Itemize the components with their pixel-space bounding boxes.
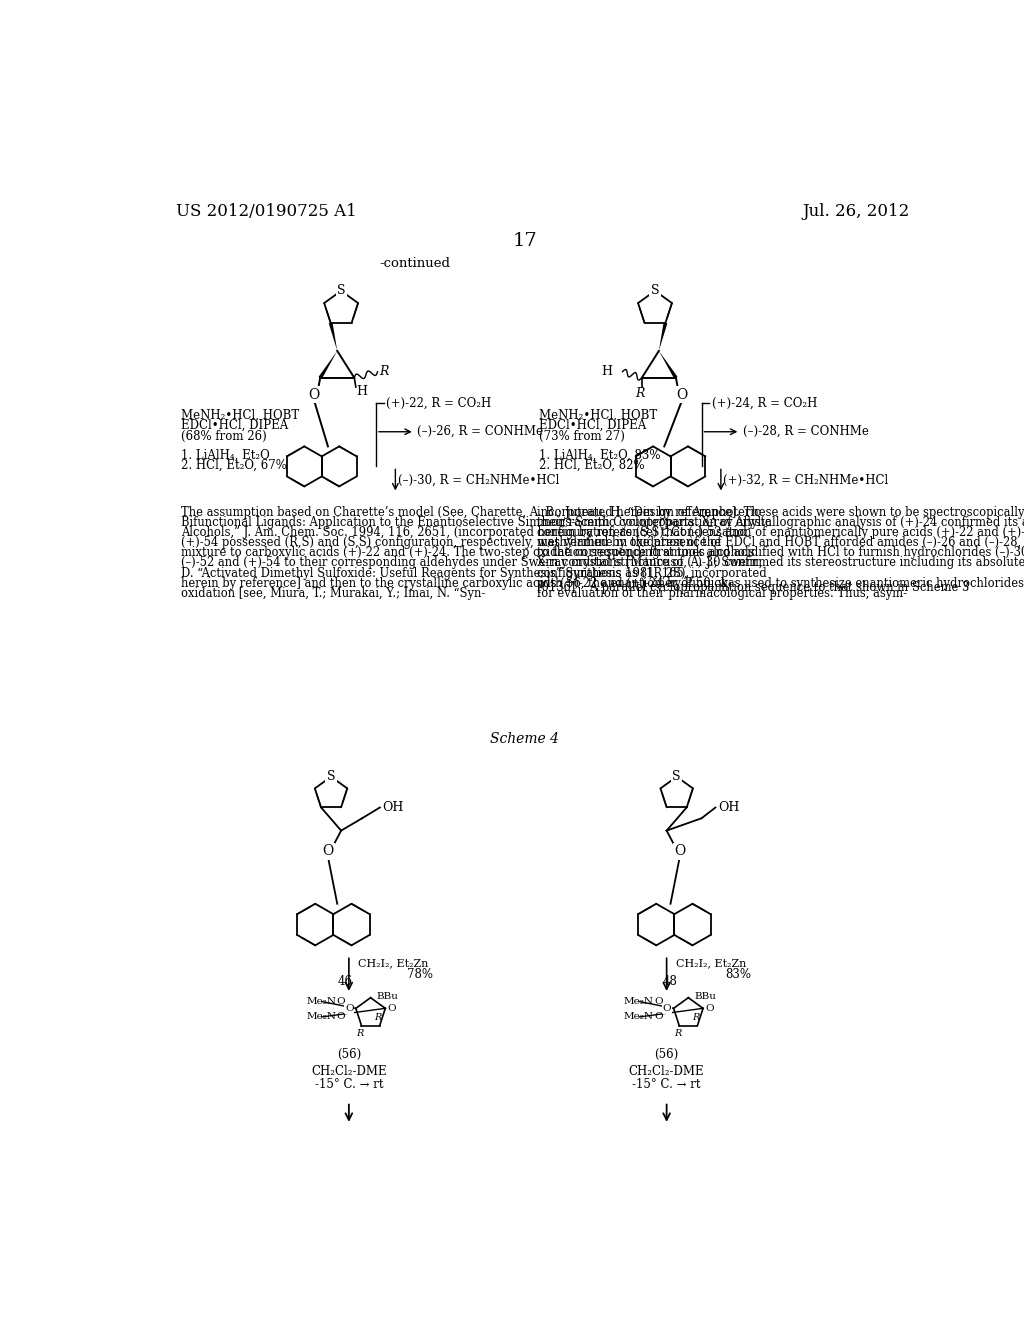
Text: OH: OH (718, 801, 739, 814)
Text: R: R (674, 1028, 681, 1038)
Text: (+)-24, R = CO₂H: (+)-24, R = CO₂H (712, 397, 817, 409)
Text: 78%: 78% (407, 968, 433, 981)
Text: S: S (673, 770, 681, 783)
Text: (+)-32, R = CH₂NHMe•HCl: (+)-32, R = CH₂NHMe•HCl (723, 474, 889, 487)
Text: O: O (654, 997, 664, 1006)
Text: O: O (674, 845, 685, 858)
Text: 48: 48 (664, 974, 678, 987)
Text: O: O (337, 1012, 345, 1022)
Text: configurations as (1R,2S).
[0136]    A parallel cyclopropanation sequence to tha: configurations as (1R,2S). [0136] A para… (538, 566, 970, 594)
Text: 1. LiAlH₄, Et₂O: 1. LiAlH₄, Et₂O (180, 449, 269, 462)
Text: H: H (356, 385, 368, 399)
Text: oxidation [see, Miura, T.; Murakai, Y.; Imai, N. “Syn-: oxidation [see, Miura, T.; Murakai, Y.; … (180, 586, 485, 599)
Text: (68% from 26): (68% from 26) (180, 430, 266, 444)
Text: R: R (375, 1014, 382, 1023)
Text: Bifunctional Ligands: Application to the Enantioselective Simmons-Smith Cyclopro: Bifunctional Ligands: Application to the… (180, 516, 771, 529)
Text: OH: OH (382, 801, 403, 814)
Text: (+)-22, R = CO₂H: (+)-22, R = CO₂H (386, 397, 492, 409)
Text: -continued: -continued (379, 257, 451, 271)
Text: S: S (650, 284, 659, 297)
Text: S: S (327, 770, 335, 783)
Text: EDCl•HCl, DIPEA: EDCl•HCl, DIPEA (180, 418, 288, 432)
Text: D. “Activated Dimethyl Sulfoxide: Useful Reagents for Synthesis” Synthesis 1981,: D. “Activated Dimethyl Sulfoxide: Useful… (180, 566, 766, 579)
Text: -15° C. → rt: -15° C. → rt (633, 1077, 700, 1090)
Text: Scheme 4: Scheme 4 (490, 733, 559, 746)
Text: CH₂I₂, Et₂Zn: CH₂I₂, Et₂Zn (676, 958, 746, 968)
Text: R: R (636, 387, 645, 400)
Text: O: O (677, 388, 688, 401)
Text: for evaluation of their pharmacological properties. Thus, asym-: for evaluation of their pharmacological … (538, 586, 907, 599)
Text: Jul. 26, 2012: Jul. 26, 2012 (802, 203, 909, 220)
Text: Me₂N: Me₂N (624, 997, 654, 1006)
Text: to the corresponding amines and acidified with HCl to furnish hydrochlorides (–): to the corresponding amines and acidifie… (538, 546, 1024, 560)
Text: 17: 17 (512, 231, 538, 249)
Polygon shape (329, 322, 337, 351)
Text: H: H (601, 366, 612, 379)
Text: Alcohols,” J. Am. Chem. Soc. 1994, 116, 2651, (incorporated herein by reference): Alcohols,” J. Am. Chem. Soc. 1994, 116, … (180, 527, 746, 540)
Text: R: R (692, 1014, 699, 1023)
Text: BBu: BBu (377, 991, 398, 1001)
Text: (–)-26, R = CONHMe: (–)-26, R = CONHMe (417, 425, 543, 438)
Text: US 2012/0190725 A1: US 2012/0190725 A1 (176, 203, 356, 220)
Text: MeNH₂•HCl, HOBT: MeNH₂•HCl, HOBT (180, 408, 299, 421)
Text: O: O (323, 845, 334, 858)
Text: (–)-28, R = CONHMe: (–)-28, R = CONHMe (742, 425, 868, 438)
Text: O: O (388, 1003, 396, 1012)
Text: (–)-52 and (+)-54 to their corresponding aldehydes under Swern conditions [Mancu: (–)-52 and (+)-54 to their corresponding… (180, 557, 762, 569)
Text: Me₂N: Me₂N (306, 1012, 336, 1022)
Text: (73% from 27): (73% from 27) (539, 430, 625, 444)
Text: CH₂Cl₂-DME: CH₂Cl₂-DME (311, 1065, 387, 1078)
Text: O: O (706, 1003, 714, 1012)
Text: BBu: BBu (694, 991, 717, 1001)
Text: configuration as (S,S). Condensation of enantiomerically pure acids (+)-22 and (: configuration as (S,S). Condensation of … (538, 527, 1024, 540)
Text: 2. HCl, Et₂O, 82%: 2. HCl, Et₂O, 82% (539, 459, 644, 473)
Polygon shape (318, 351, 337, 379)
Text: mixture to carboxylic acids (+)-22 and (+)-24. The two-step oxidation sequence f: mixture to carboxylic acids (+)-22 and (… (180, 546, 755, 560)
Text: CH₂I₂, Et₂Zn: CH₂I₂, Et₂Zn (358, 958, 429, 968)
Text: incorporated herein by reference]. These acids were shown to be spectroscopicall: incorporated herein by reference]. These… (538, 507, 1024, 520)
Text: X-ray crystal structure of (–)-30 confirmed its stereostructure including its ab: X-ray crystal structure of (–)-30 confir… (538, 557, 1024, 569)
Text: with 56, the enantiomer of 50, was used to synthesize enantiomeric hydrochloride: with 56, the enantiomer of 50, was used … (538, 577, 1024, 590)
Text: Me₂N: Me₂N (306, 997, 336, 1006)
Text: MeNH₂•HCl, HOBT: MeNH₂•HCl, HOBT (539, 408, 657, 421)
Text: 1. LiAlH₄, Et₂O, 83%: 1. LiAlH₄, Et₂O, 83% (539, 449, 660, 462)
Text: O: O (654, 1012, 664, 1022)
Text: methylamine in the presence of EDCl and HOBT afforded amides (–)-26 and (–)-28, : methylamine in the presence of EDCl and … (538, 536, 1024, 549)
Text: S: S (337, 284, 345, 297)
Text: (+)-54 possessed (R,S) and (S,S) configuration, respectively, was verified by ox: (+)-54 possessed (R,S) and (S,S) configu… (180, 536, 721, 549)
Text: R: R (379, 366, 388, 379)
Text: 83%: 83% (725, 968, 751, 981)
Text: EDCl•HCl, DIPEA: EDCl•HCl, DIPEA (539, 418, 646, 432)
Text: herein by reference] and then to the crystalline carboxylic acids (+)-22 and (+): herein by reference] and then to the cry… (180, 577, 727, 590)
Text: 2. HCl, Et₂O, 67%: 2. HCl, Et₂O, 67% (180, 459, 287, 473)
Text: O: O (337, 997, 345, 1006)
Text: (56): (56) (337, 1048, 361, 1061)
Text: Me₂N: Me₂N (624, 1012, 654, 1022)
Text: O: O (663, 1003, 672, 1012)
Text: their racemic counterparts. X-ray crystallographic analysis of (+)-24 confirmed : their racemic counterparts. X-ray crysta… (538, 516, 1024, 529)
Text: O: O (308, 388, 319, 401)
Text: O: O (345, 1003, 353, 1012)
Text: 46: 46 (338, 974, 352, 987)
Polygon shape (658, 322, 668, 351)
Polygon shape (658, 351, 678, 379)
Text: R: R (356, 1028, 364, 1038)
Text: (–)-30, R = CH₂NHMe•HCl: (–)-30, R = CH₂NHMe•HCl (397, 474, 559, 487)
Text: (56): (56) (654, 1048, 679, 1061)
Text: CH₂Cl₂-DME: CH₂Cl₂-DME (629, 1065, 705, 1078)
Text: The assumption based on Charette’s model (See, Charette, A. B.; Juteau, H. “Desi: The assumption based on Charette’s model… (180, 507, 760, 520)
Text: -15° C. → rt: -15° C. → rt (314, 1077, 383, 1090)
